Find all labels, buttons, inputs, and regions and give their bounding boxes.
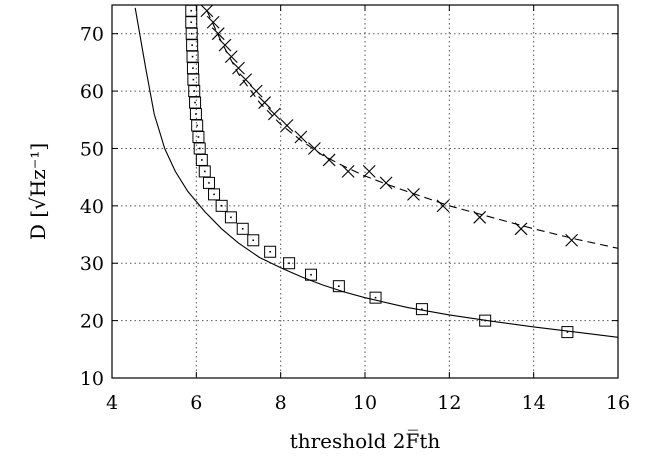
cross-marker <box>267 107 281 121</box>
square-marker-center <box>195 113 197 115</box>
square-marker-center <box>421 308 423 310</box>
cross-marker <box>218 38 232 52</box>
y-tick-label: 40 <box>80 196 104 218</box>
square-marker <box>332 280 345 293</box>
square-marker <box>215 199 228 212</box>
cross-marker <box>308 142 321 155</box>
square-marker-center <box>338 285 340 287</box>
square-marker-center <box>190 21 193 24</box>
square-marker-center <box>269 250 271 253</box>
square-marker-center <box>196 124 198 127</box>
square-marker <box>305 268 318 281</box>
cross-marker <box>280 119 294 132</box>
square-marker-center <box>203 170 206 173</box>
square-marker-center <box>193 90 196 92</box>
axis-ticks: 4 6 8 10 12 14 16 10 20 30 40 50 60 70 <box>80 5 630 414</box>
square-marker-center <box>374 296 377 299</box>
square-marker <box>561 326 574 339</box>
square-marker <box>415 303 428 316</box>
x-axis-label: threshold 2F̅th <box>290 428 441 453</box>
cross-marker <box>514 222 528 236</box>
cross-marker <box>341 165 355 178</box>
x-tick-label: 14 <box>522 392 546 414</box>
y-tick-label: 70 <box>80 24 104 46</box>
square-marker-center <box>230 216 232 219</box>
square-marker-center <box>566 331 569 333</box>
square-marker-center <box>190 32 193 35</box>
square-marker-center <box>191 55 194 58</box>
square-marker <box>208 188 221 201</box>
cross-marker <box>379 176 393 190</box>
y-tick-label: 60 <box>80 81 104 103</box>
square-marker-center <box>191 44 193 46</box>
square-marker-center <box>288 262 290 265</box>
square-marker <box>369 291 382 304</box>
square-marker-center <box>241 228 244 230</box>
grid-lines <box>112 5 618 378</box>
square-marker <box>479 314 492 327</box>
solid-curve <box>134 7 619 338</box>
square-marker-center <box>192 67 194 69</box>
square-marker <box>224 211 237 224</box>
square-marker-center <box>310 273 312 276</box>
cross-marker <box>206 15 220 29</box>
dashed-curve <box>206 10 619 249</box>
square-marker-center <box>201 159 203 161</box>
square-marker-center <box>252 239 255 242</box>
square-marker <box>283 257 296 270</box>
square-marker-center <box>192 78 195 81</box>
square-marker-center <box>484 319 486 322</box>
cross-marker <box>200 4 214 18</box>
plot-area <box>134 4 619 339</box>
x-tick-label: 10 <box>353 392 377 414</box>
x-tick-label: 12 <box>437 392 461 414</box>
cross-marker <box>322 153 336 167</box>
cross-marker <box>258 96 272 109</box>
x-tick-label: 6 <box>190 392 202 414</box>
square-marker-center <box>190 9 193 12</box>
x-tick-label: 4 <box>106 392 118 414</box>
cross-marker <box>224 50 238 64</box>
y-tick-label: 50 <box>80 138 104 160</box>
cross-marker <box>407 187 420 201</box>
cross-marker <box>239 73 253 86</box>
square-marker-center <box>220 205 223 207</box>
x-tick-label: 16 <box>606 392 630 414</box>
square-marker-center <box>197 136 200 138</box>
cross-marker <box>436 199 450 213</box>
cross-marker <box>249 84 263 98</box>
cross-marker <box>294 130 308 144</box>
x-tick-label: 8 <box>275 392 287 414</box>
square-marker <box>247 234 260 247</box>
cross-marker <box>473 210 487 224</box>
y-tick-label: 10 <box>80 368 104 390</box>
cross-marker <box>362 165 376 178</box>
cross-marker <box>211 27 225 41</box>
y-axis-label: D [√Hz⁻¹] <box>26 143 50 240</box>
square-marker-center <box>208 182 210 184</box>
y-tick-label: 20 <box>80 311 104 333</box>
square-marker-center <box>213 193 215 196</box>
square-marker <box>236 222 249 235</box>
square-marker-center <box>194 101 196 104</box>
cross-marker <box>232 61 245 75</box>
square-marker-center <box>198 147 201 150</box>
y-tick-label: 30 <box>80 253 104 275</box>
square-marker <box>264 245 277 258</box>
cross-marker <box>565 233 579 247</box>
